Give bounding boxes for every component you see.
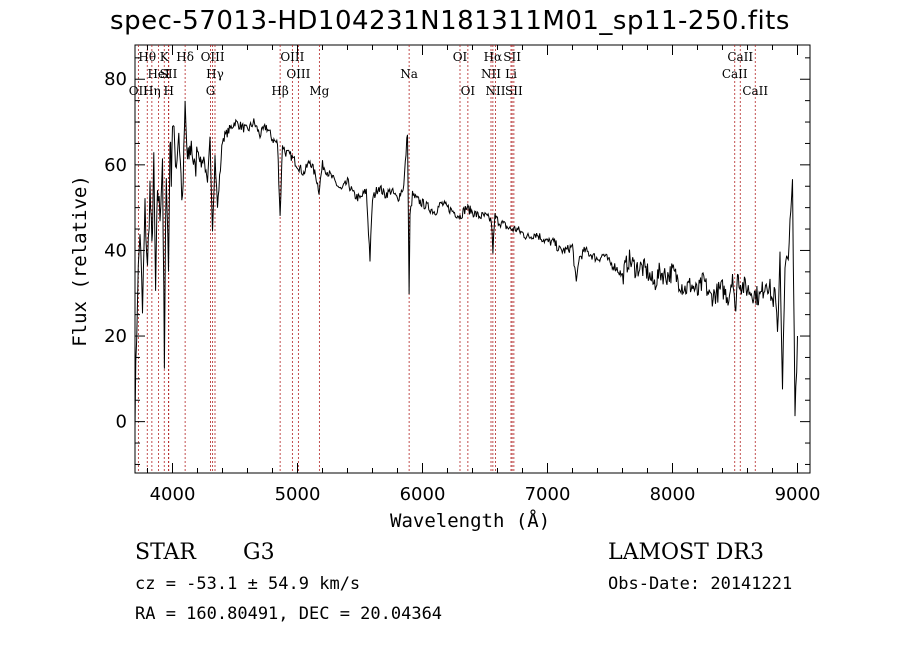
line-label: K [160, 50, 170, 64]
line-label: OI [461, 84, 476, 98]
spectrum-line [134, 100, 798, 429]
y-tick-label: 40 [104, 240, 127, 261]
line-label: Na [400, 67, 418, 81]
object-class: STAR [135, 540, 196, 565]
line-label: HeI [147, 67, 170, 81]
x-axis-label: Wavelength (Å) [390, 510, 551, 532]
x-tick-label: 7000 [525, 484, 571, 505]
line-label: SII [503, 50, 521, 64]
y-axis-label: Flux (relative) [69, 175, 91, 347]
line-label: Li [505, 67, 517, 81]
line-label: SII [505, 84, 523, 98]
line-label: CaII [722, 67, 748, 81]
redshift-text: cz = -53.1 ± 54.9 km/s [135, 574, 361, 594]
line-label: Hγ [206, 67, 224, 81]
x-tick-label: 8000 [650, 484, 696, 505]
line-label: OIII [286, 67, 310, 81]
line-label: SII [160, 67, 178, 81]
y-tick-label: 60 [104, 155, 127, 176]
line-label: H [164, 84, 174, 98]
line-label: Mg [309, 84, 329, 98]
x-tick-label: 9000 [775, 484, 821, 505]
obs-date-text: Obs-Date: 20141221 [608, 574, 793, 594]
x-tick-label: 5000 [275, 484, 321, 505]
y-tick-label: 0 [116, 412, 127, 433]
line-label: NII [481, 67, 501, 81]
line-label: NII [486, 84, 506, 98]
line-label: OII [129, 84, 149, 98]
x-tick-label: 6000 [400, 484, 446, 505]
line-label: OI [453, 50, 468, 64]
line-label: Hδ [176, 50, 194, 64]
object-subclass: G3 [243, 540, 275, 565]
line-label: Hθ [138, 50, 156, 64]
survey-name: LAMOST DR3 [608, 540, 764, 565]
x-tick-label: 4000 [150, 484, 196, 505]
line-label: Hα [484, 50, 503, 64]
line-label: CaII [742, 84, 768, 98]
line-label: OIII [201, 50, 225, 64]
line-label: G [206, 84, 216, 98]
line-label: Hβ [271, 84, 288, 98]
y-tick-label: 20 [104, 326, 127, 347]
line-label: OIII [280, 50, 304, 64]
plot-frame [134, 44, 811, 474]
y-tick-label: 80 [104, 69, 127, 90]
line-label: CaII [727, 50, 753, 64]
chart-title: spec-57013-HD104231N181311M01_sp11-250.f… [110, 6, 790, 36]
line-label: Hη [143, 84, 161, 98]
coordinates-text: RA = 160.80491, DEC = 20.04364 [135, 604, 443, 624]
